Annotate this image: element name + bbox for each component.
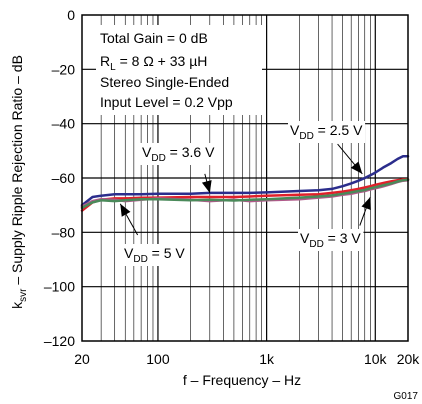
annotation-arrowhead bbox=[201, 180, 212, 193]
condition-input-level: Input Level = 0.2 Vpp bbox=[100, 94, 233, 110]
annotation-label: VDD = 3.6 V bbox=[142, 144, 215, 164]
plot-frame bbox=[81, 14, 409, 342]
figure-id: G017 bbox=[394, 391, 419, 402]
condition-stereo: Stereo Single-Ended bbox=[100, 74, 229, 90]
series-line-1 bbox=[80, 155, 410, 207]
x-tick-label: 100 bbox=[146, 351, 170, 367]
annotation-label-rest: = 5 V bbox=[148, 245, 186, 261]
y-tick-label: –60 bbox=[52, 170, 76, 186]
y-tick-label: –120 bbox=[44, 333, 75, 349]
series-line-4 bbox=[80, 178, 410, 210]
annotation-label-rest: = 2.5 V bbox=[314, 122, 363, 138]
y-tick-label: –100 bbox=[44, 279, 75, 295]
annotation-label-bg bbox=[140, 143, 218, 165]
y-tick-labels: 0 –20 –40 –60 –80 –100 –120 bbox=[44, 7, 75, 349]
condition-total-gain: Total Gain = 0 dB bbox=[100, 30, 208, 46]
x-tick-label: 20k bbox=[397, 351, 421, 367]
x-tick-label: 10k bbox=[364, 351, 388, 367]
annotation-label-main: V bbox=[142, 144, 152, 160]
y-tick-label: –80 bbox=[52, 224, 76, 240]
y-axis-label-sub: svr bbox=[18, 288, 29, 302]
annotation-label-rest: = 3 V bbox=[324, 230, 362, 246]
y-axis-label-main: k bbox=[9, 301, 25, 309]
x-tick-label: 20 bbox=[74, 351, 90, 367]
x-axis-label: f – Frequency – Hz bbox=[183, 372, 301, 388]
annotation-label-bg bbox=[298, 229, 364, 251]
series-line-2 bbox=[80, 178, 410, 212]
annotation-label-bg bbox=[122, 244, 188, 266]
annotation-label-main: V bbox=[300, 230, 310, 246]
annotation-label: VDD = 2.5 V bbox=[290, 122, 363, 142]
condition-load-main: R bbox=[100, 53, 110, 69]
annotation-label-main: V bbox=[290, 122, 300, 138]
annotation-label-sub: DD bbox=[151, 153, 165, 164]
annotation-arrowhead bbox=[361, 197, 371, 211]
y-tick-label: 0 bbox=[67, 7, 75, 23]
annotation-label-sub: DD bbox=[309, 239, 323, 250]
annotation-label-sub: DD bbox=[299, 131, 313, 142]
annotation-label: VDD = 5 V bbox=[124, 245, 185, 265]
condition-load-rest: = 8 Ω + 33 µH bbox=[116, 53, 208, 69]
y-tick-label: –40 bbox=[52, 116, 76, 132]
x-tick-labels: 20 100 1k 10k 20k bbox=[74, 351, 420, 367]
annotation-label-bg bbox=[288, 121, 366, 143]
annotation-label-main: V bbox=[124, 245, 134, 261]
annotation-label-sub: DD bbox=[133, 254, 147, 265]
annotation-arrowhead bbox=[120, 203, 131, 217]
annotation-label: VDD = 3 V bbox=[300, 230, 361, 250]
y-axis-label: ksvr – Supply Ripple Rejection Ratio – d… bbox=[9, 55, 29, 309]
annotation-arrowhead bbox=[350, 161, 363, 174]
conditions-box bbox=[96, 25, 262, 115]
annotation-label-rest: = 3.6 V bbox=[166, 144, 215, 160]
y-tick-label: –20 bbox=[52, 61, 76, 77]
y-axis-label-rest: – Supply Ripple Rejection Ratio – dB bbox=[9, 55, 25, 288]
series-layer bbox=[80, 155, 410, 212]
conditions: Total Gain = 0 dB RL = 8 Ω + 33 µH Stere… bbox=[100, 30, 233, 110]
condition-load: RL = 8 Ω + 33 µH bbox=[100, 53, 207, 73]
condition-load-sub: L bbox=[110, 62, 116, 73]
x-tick-label: 1k bbox=[259, 351, 275, 367]
